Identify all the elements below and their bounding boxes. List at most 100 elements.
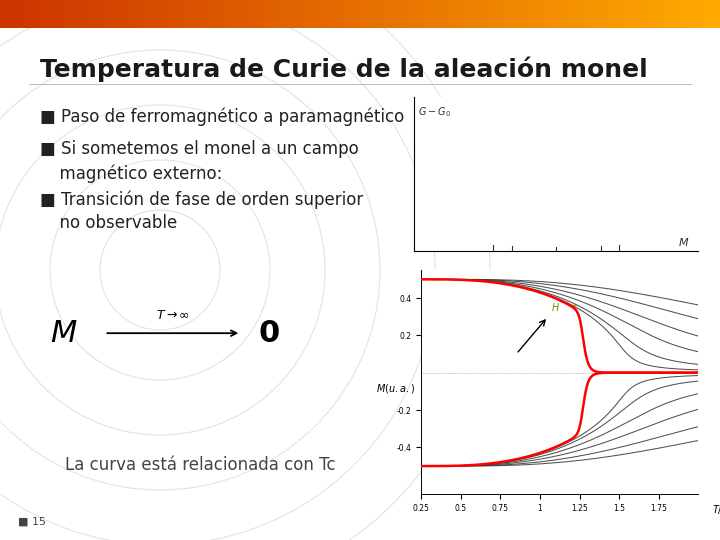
Bar: [509, 0, 513, 28]
Bar: [612, 0, 616, 28]
Bar: [466, 0, 469, 28]
Bar: [261, 0, 266, 28]
Bar: [679, 0, 683, 28]
Bar: [701, 0, 705, 28]
Bar: [689, 0, 693, 28]
Bar: [571, 0, 575, 28]
Bar: [108, 0, 112, 28]
Bar: [648, 0, 652, 28]
Bar: [288, 0, 292, 28]
Bar: [293, 0, 297, 28]
Bar: [7, 0, 11, 28]
Bar: [156, 0, 160, 28]
Text: $G-G_0$: $G-G_0$: [418, 105, 451, 119]
Bar: [86, 0, 90, 28]
Bar: [326, 0, 330, 28]
Bar: [312, 0, 316, 28]
Bar: [36, 0, 40, 28]
Bar: [533, 0, 536, 28]
Bar: [567, 0, 570, 28]
Bar: [581, 0, 585, 28]
Bar: [99, 0, 102, 28]
Bar: [646, 0, 649, 28]
Bar: [492, 0, 496, 28]
Bar: [171, 0, 174, 28]
Bar: [221, 0, 225, 28]
Bar: [401, 0, 405, 28]
Bar: [166, 0, 169, 28]
Bar: [189, 0, 194, 28]
Bar: [346, 0, 349, 28]
Bar: [204, 0, 208, 28]
Bar: [315, 0, 318, 28]
Bar: [130, 0, 133, 28]
Bar: [495, 0, 498, 28]
Bar: [600, 0, 604, 28]
Bar: [279, 0, 282, 28]
Bar: [243, 0, 246, 28]
Bar: [475, 0, 479, 28]
Bar: [127, 0, 131, 28]
Bar: [199, 0, 203, 28]
Bar: [377, 0, 381, 28]
Bar: [103, 0, 107, 28]
Bar: [485, 0, 489, 28]
Bar: [708, 0, 712, 28]
Bar: [38, 0, 42, 28]
Bar: [17, 0, 21, 28]
Bar: [110, 0, 114, 28]
Bar: [626, 0, 630, 28]
Bar: [427, 0, 431, 28]
Bar: [185, 0, 189, 28]
Bar: [295, 0, 299, 28]
Bar: [660, 0, 664, 28]
Bar: [271, 0, 275, 28]
Bar: [585, 0, 590, 28]
Bar: [31, 0, 35, 28]
Text: $M(u.a.)$: $M(u.a.)$: [377, 382, 415, 395]
Bar: [348, 0, 352, 28]
Bar: [353, 0, 356, 28]
Bar: [441, 0, 446, 28]
Bar: [552, 0, 556, 28]
Bar: [146, 0, 150, 28]
Bar: [629, 0, 633, 28]
Bar: [531, 0, 534, 28]
Bar: [12, 0, 16, 28]
Bar: [27, 0, 30, 28]
Bar: [513, 0, 518, 28]
Bar: [540, 0, 544, 28]
Bar: [677, 0, 680, 28]
Bar: [403, 0, 407, 28]
Bar: [187, 0, 191, 28]
Bar: [574, 0, 577, 28]
Bar: [142, 0, 145, 28]
Bar: [72, 0, 76, 28]
Bar: [624, 0, 628, 28]
Bar: [43, 0, 47, 28]
Bar: [137, 0, 140, 28]
Text: $\mathbf{0}$: $\mathbf{0}$: [258, 319, 279, 348]
Bar: [144, 0, 148, 28]
Bar: [319, 0, 323, 28]
Bar: [468, 0, 472, 28]
Bar: [715, 0, 719, 28]
Bar: [621, 0, 626, 28]
Bar: [682, 0, 685, 28]
Bar: [418, 0, 421, 28]
Bar: [120, 0, 124, 28]
Bar: [225, 0, 230, 28]
Bar: [473, 0, 477, 28]
Bar: [5, 0, 9, 28]
Bar: [274, 0, 277, 28]
Bar: [430, 0, 433, 28]
Bar: [264, 0, 268, 28]
Bar: [63, 0, 66, 28]
Bar: [391, 0, 395, 28]
Bar: [538, 0, 541, 28]
Bar: [394, 0, 397, 28]
Bar: [490, 0, 493, 28]
Bar: [235, 0, 239, 28]
Bar: [182, 0, 186, 28]
Bar: [657, 0, 662, 28]
